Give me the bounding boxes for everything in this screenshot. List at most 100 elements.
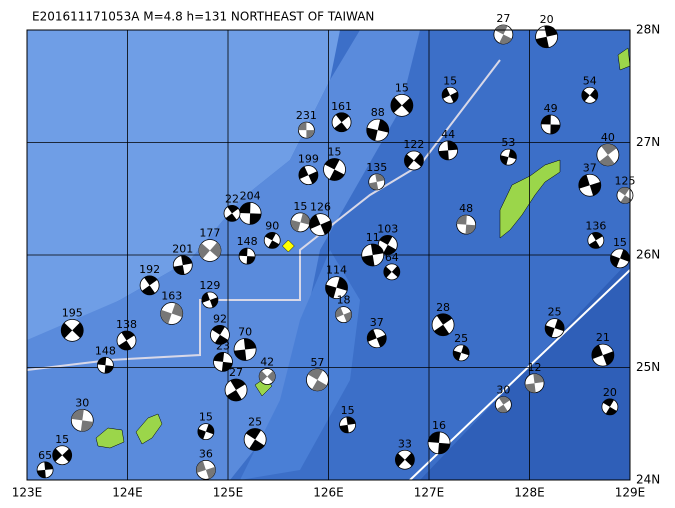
event-depth: 16: [432, 419, 446, 432]
event-depth: 54: [583, 74, 597, 87]
beachball: [323, 158, 346, 181]
beachball: [325, 276, 348, 300]
beachball: [223, 204, 241, 222]
beachball: [581, 86, 599, 104]
event-depth: 25: [248, 416, 262, 429]
event-depth: 177: [199, 227, 220, 240]
x-tick-label: 123E: [12, 486, 43, 500]
event-depth: 40: [601, 131, 615, 144]
event-depth: 27: [229, 366, 243, 379]
event-depth: 122: [403, 138, 424, 151]
beachball: [297, 121, 315, 139]
ball-quadrant: [198, 242, 221, 259]
ball-quadrant: [591, 344, 614, 366]
okinawa: [499, 159, 561, 239]
event-depth: 15: [55, 433, 69, 446]
event-depth: 11: [366, 231, 380, 244]
event-depth: 199: [298, 153, 319, 166]
title: E201611171053A M=4.8 h=131 NORTHEAST OF …: [32, 10, 374, 24]
ball-quadrant: [379, 235, 397, 255]
ball-quadrant: [434, 313, 453, 336]
beachball: [213, 351, 233, 372]
beachball: [195, 459, 216, 480]
beachball: [52, 445, 73, 466]
ball-quadrant: [545, 319, 565, 338]
beachball: [96, 356, 114, 374]
beachball: [224, 378, 248, 402]
ball-quadrant: [201, 292, 218, 308]
beachball: [524, 373, 545, 394]
event-depth: 28: [436, 301, 450, 314]
event-depth: 88: [371, 106, 385, 119]
ball-quadrant: [245, 428, 265, 451]
beachball: [535, 25, 558, 49]
trough: [240, 250, 360, 480]
beachball: [377, 234, 398, 255]
beachball: [427, 431, 451, 455]
beachball: [197, 423, 215, 441]
ball-quadrant: [335, 307, 352, 322]
event-depth: 18: [337, 294, 351, 307]
ball-quadrant: [61, 322, 84, 339]
ball-quadrant: [442, 88, 459, 103]
beachball: [210, 324, 230, 345]
ishigaki: [135, 413, 163, 445]
event-depth: 23: [216, 339, 230, 352]
y-tick-label: 27N: [636, 135, 660, 149]
event-depth: 37: [583, 161, 597, 174]
event-depth: 15: [199, 411, 213, 424]
ball-quadrant: [581, 89, 598, 102]
beachball: [298, 165, 319, 186]
beachball: [366, 118, 390, 142]
ball-quadrant: [239, 248, 256, 265]
event-depth: 65: [38, 449, 52, 462]
beachball: [60, 318, 84, 342]
ball-quadrant: [325, 277, 348, 299]
y-tick-label: 26N: [636, 248, 660, 262]
event-depth: 20: [540, 13, 554, 26]
event-depth: 57: [310, 356, 324, 369]
beachball: [452, 344, 470, 362]
beachball: [366, 328, 387, 349]
plate-boundary: [27, 59, 501, 371]
ball-quadrant: [71, 409, 94, 432]
event-depth: 53: [501, 136, 515, 149]
event-depth: 33: [398, 437, 412, 450]
beachball: [201, 291, 219, 309]
beachball: [596, 143, 620, 167]
event-depth: 103: [377, 222, 398, 235]
ball-quadrant: [197, 424, 214, 440]
ball-quadrant: [541, 114, 561, 135]
beachball: [368, 173, 386, 191]
beachball: [309, 213, 332, 237]
event-depth: 15: [443, 74, 457, 87]
event-depth: 36: [199, 447, 213, 460]
x-tick-label: 129E: [615, 486, 646, 500]
shelf: [27, 30, 340, 340]
ball-quadrant: [265, 232, 280, 249]
event-depth: 90: [265, 219, 279, 232]
event-depth: 15: [293, 200, 307, 213]
beachball: [339, 416, 356, 434]
beachball: [610, 248, 630, 269]
ball-quadrant: [535, 25, 558, 48]
beachball: [361, 243, 385, 267]
beachball: [70, 408, 94, 432]
beachball: [499, 148, 517, 166]
ball-quadrant: [438, 140, 458, 160]
ball-quadrant: [226, 378, 246, 402]
beachball: [431, 313, 455, 337]
event-depth: 126: [310, 201, 331, 214]
ball-quadrant: [367, 329, 387, 348]
ball-quadrant: [390, 97, 413, 114]
event-depth: 21: [596, 331, 610, 344]
beachball: [238, 201, 262, 225]
event-depth: 204: [240, 189, 261, 202]
ball-quadrant: [239, 202, 262, 225]
beachball: [258, 368, 276, 385]
event-depth: 70: [238, 326, 252, 339]
event-depth: 27: [496, 12, 510, 25]
ball-quadrant: [453, 345, 470, 361]
event-depth: 15: [328, 146, 342, 159]
beachball: [390, 93, 414, 117]
